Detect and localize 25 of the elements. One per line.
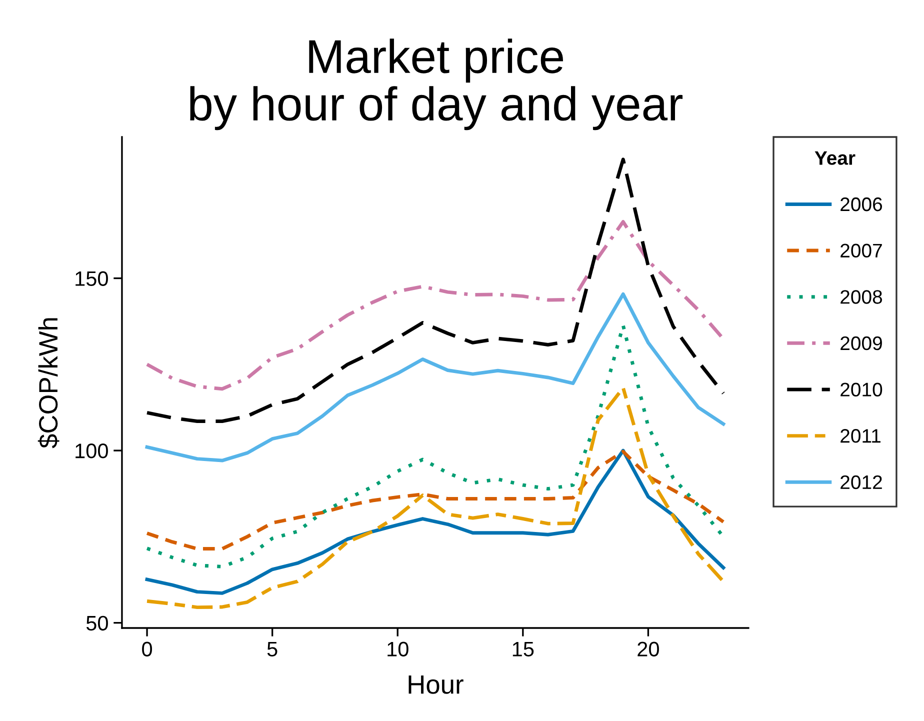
x-tick-label: 0 xyxy=(142,642,152,656)
y-tick-label: 100 xyxy=(76,444,108,458)
line-series xyxy=(145,292,726,462)
legend-title: Year xyxy=(814,151,856,165)
y-axis-title: $COP/kWh xyxy=(38,318,60,448)
line-series xyxy=(145,450,726,550)
chart-title: Market price by hour of day and year xyxy=(190,38,683,130)
x-axis-title: Hour xyxy=(408,675,464,694)
y-tick-label: 150 xyxy=(76,271,108,286)
line-series xyxy=(145,220,726,391)
x-tick-label: 15 xyxy=(512,642,534,656)
line-series xyxy=(145,158,726,423)
x-tick-label: 10 xyxy=(388,642,408,656)
legend-label: 2010 xyxy=(840,382,882,396)
legend-label: 2009 xyxy=(840,336,882,350)
legend-label: 2007 xyxy=(840,244,882,258)
y-tick-label: 50 xyxy=(86,616,108,631)
legend-label: 2006 xyxy=(840,197,882,212)
legend-label: 2011 xyxy=(840,429,880,443)
line-series xyxy=(145,448,726,595)
legend-label: 2012 xyxy=(840,475,882,490)
legend-label: 2008 xyxy=(840,290,882,304)
x-tick-label: 20 xyxy=(638,642,659,656)
x-tick-label: 5 xyxy=(267,642,278,656)
line-series xyxy=(145,386,726,610)
